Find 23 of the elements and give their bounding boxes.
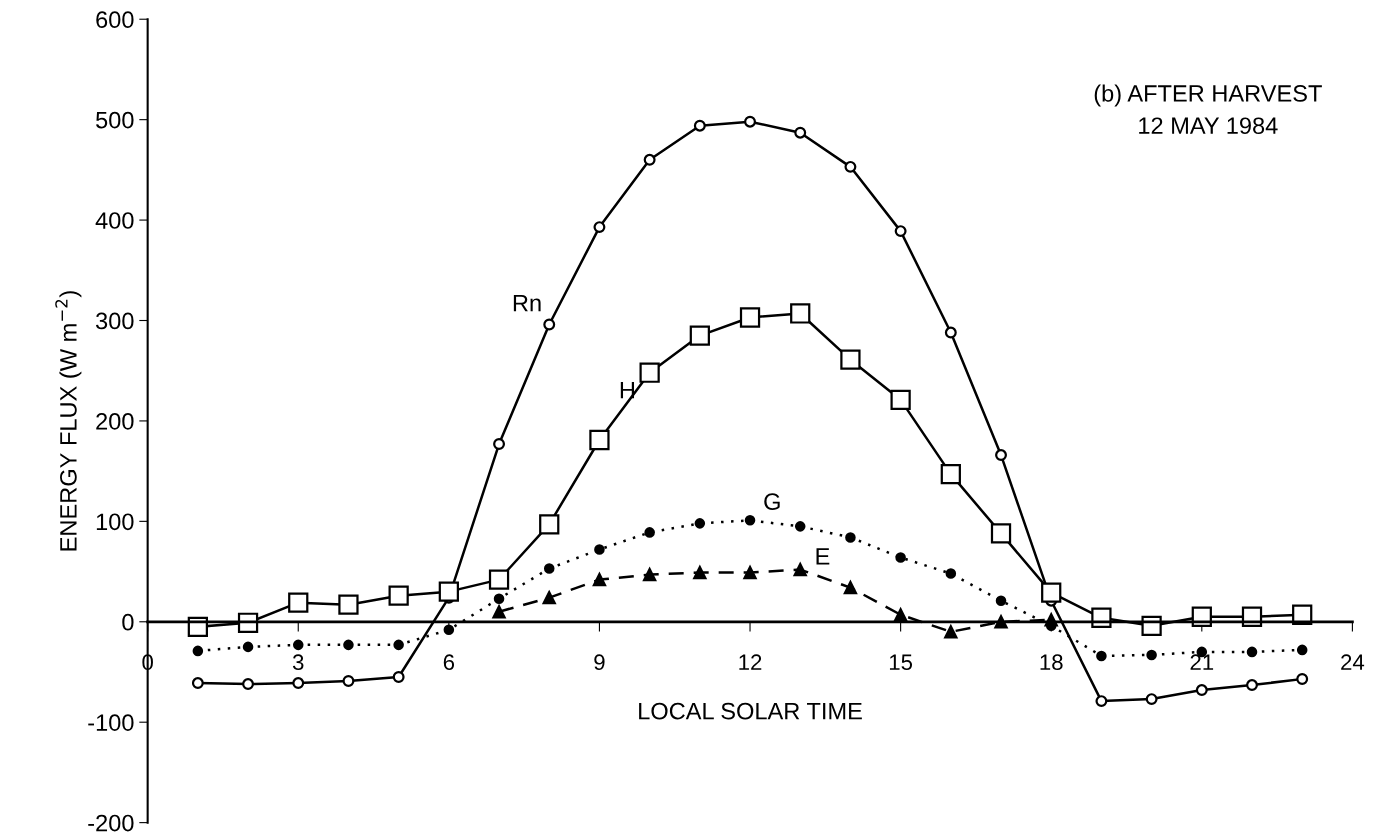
y-tick-label: 100 (96, 513, 134, 531)
y-tick-label: 500 (96, 111, 134, 129)
series-label: G (764, 493, 780, 511)
x-tick-label: 9 (594, 654, 605, 671)
y-tick-label: 0 (122, 613, 134, 631)
x-tick-label: 24 (1341, 654, 1365, 670)
y-tick-label: -100 (88, 714, 134, 731)
y-tick-label: 400 (95, 212, 134, 229)
y-axis-title: ENERGY FLUX (W m$^{−2}$) (55, 291, 82, 551)
y-tick-label: 200 (96, 412, 134, 430)
y-tick-label: 600 (96, 11, 134, 29)
x-axis-title: LOCAL SOLAR TIME (639, 702, 862, 720)
series-label: Rn (513, 294, 541, 312)
x-tick-label: 3 (292, 654, 304, 671)
y-tick-label: 300 (95, 312, 134, 330)
x-tick-label: 6 (443, 654, 455, 671)
x-tick-label: 12 (739, 654, 762, 670)
x-tick-label: 18 (1040, 654, 1063, 671)
series-label: E (816, 548, 830, 565)
x-tick-label: 15 (889, 654, 913, 671)
text: (b) AFTER HARVEST 12 MAY 1984 (1094, 84, 1322, 135)
y-tick-label: -200 (88, 814, 134, 832)
x-tick-label: 21 (1190, 654, 1214, 670)
